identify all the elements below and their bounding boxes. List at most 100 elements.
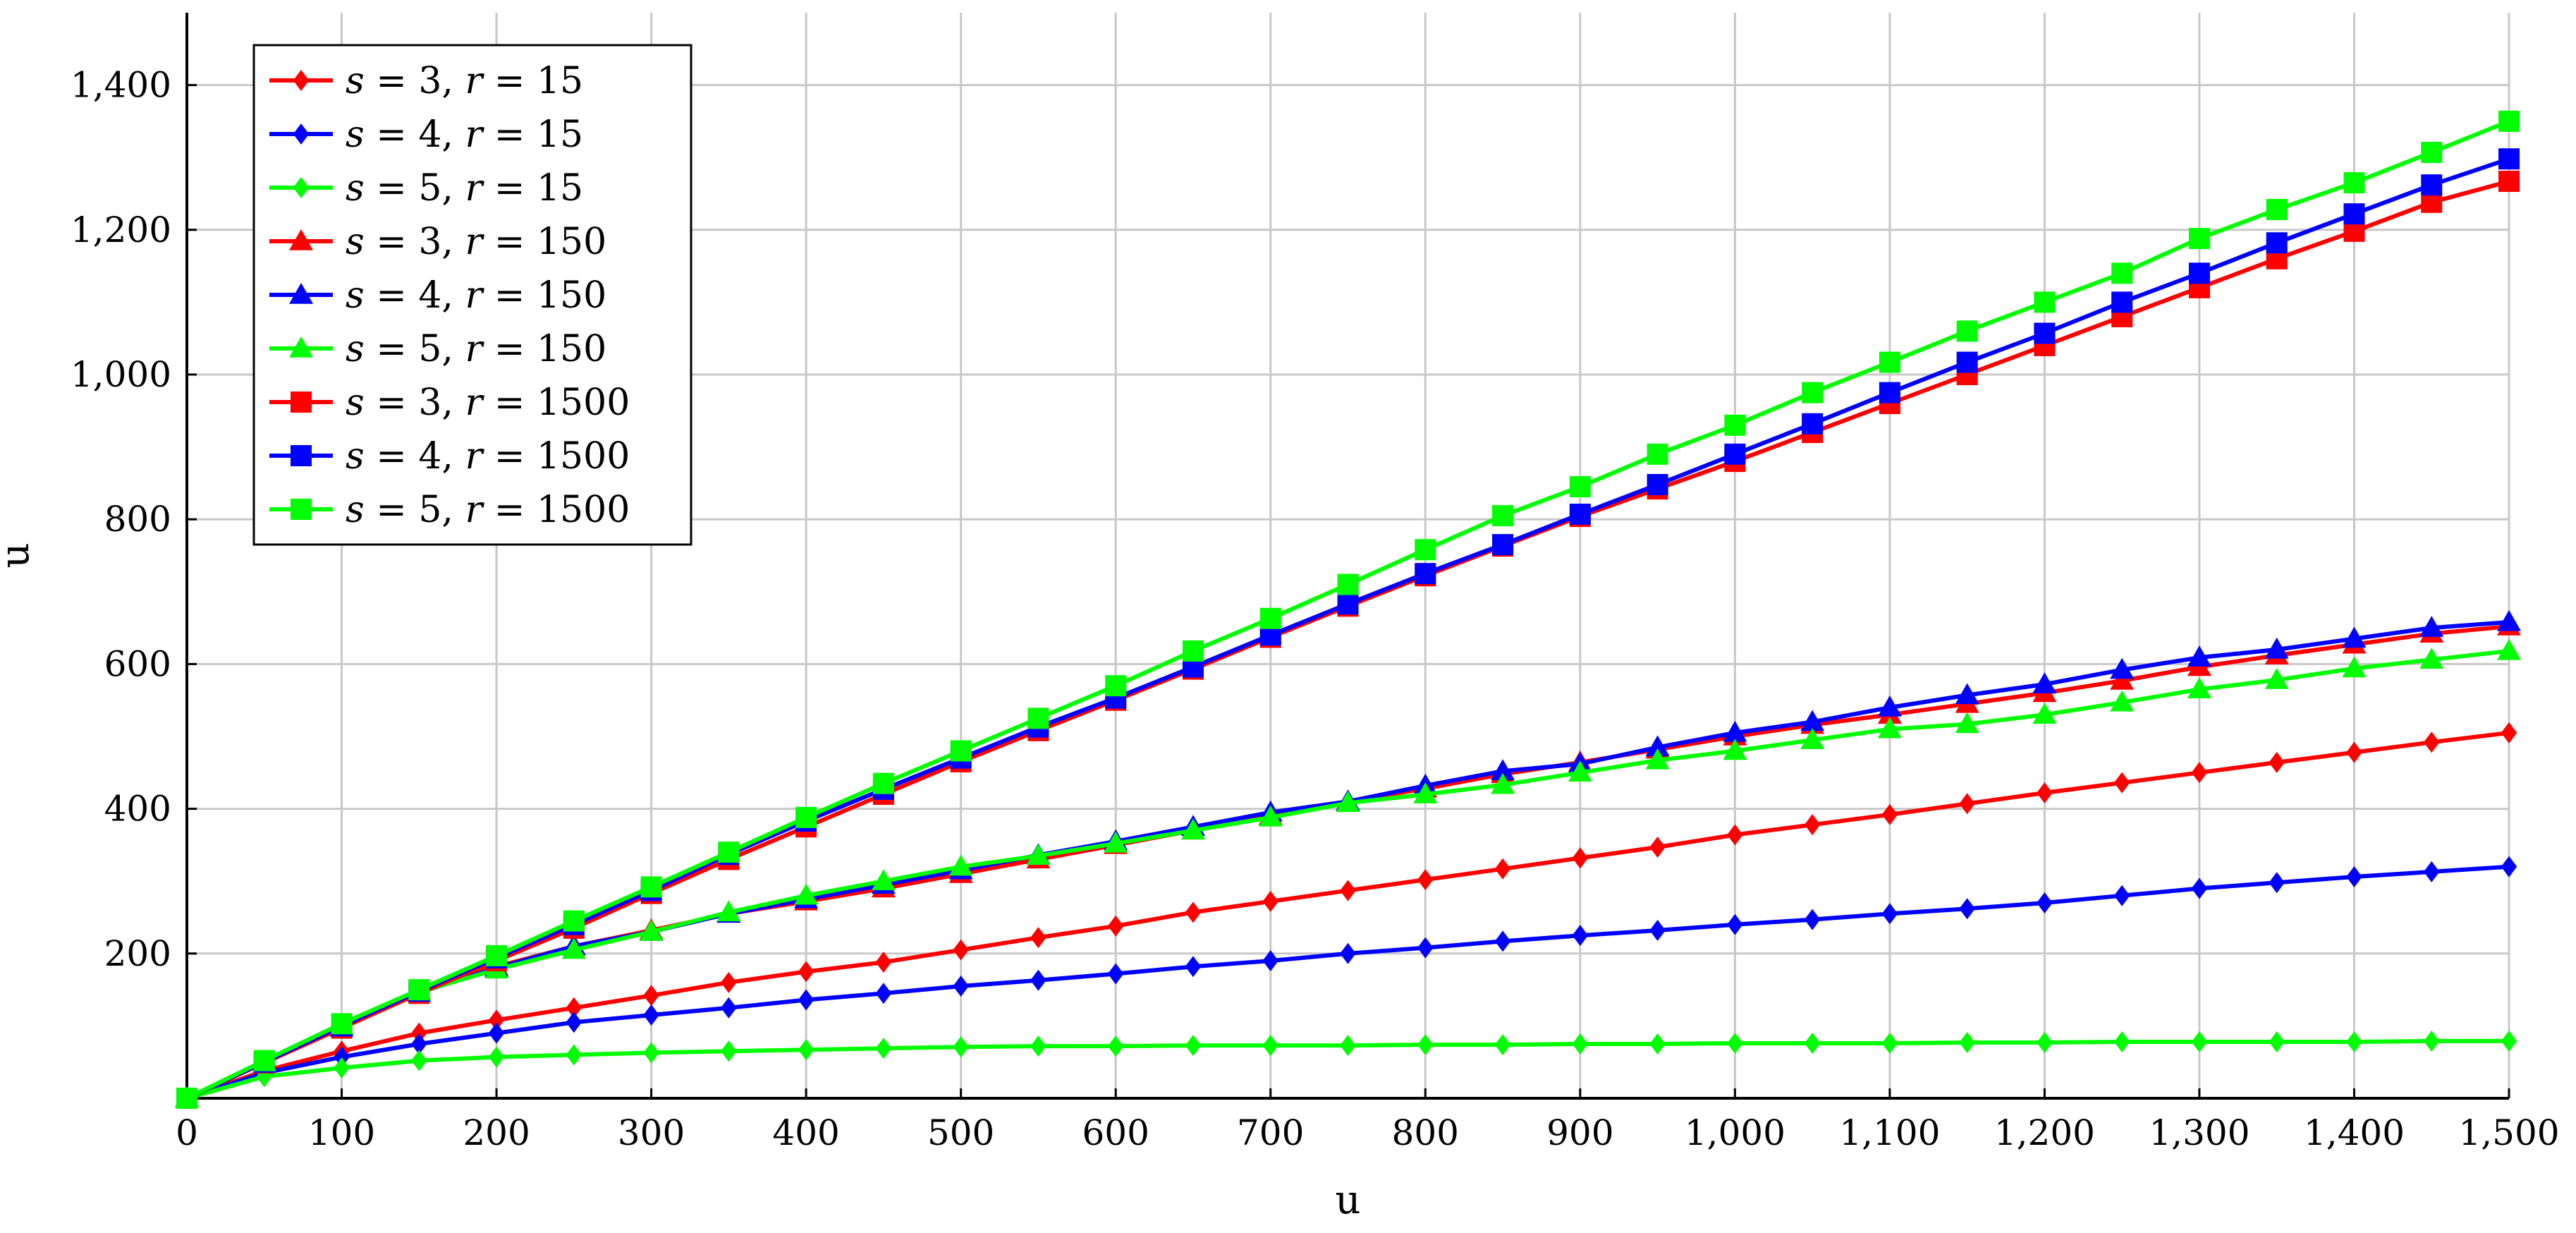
data-point [2266, 199, 2288, 221]
data-point [643, 1042, 659, 1064]
x-tick-label: 1,300 [2149, 1112, 2250, 1153]
data-point [2501, 856, 2517, 877]
legend-item: s = 3, r = 150 [269, 221, 606, 263]
data-point [953, 975, 969, 997]
data-point [2342, 656, 2367, 678]
data-point [1494, 930, 1511, 952]
legend-item: s = 4, r = 15 [269, 114, 583, 156]
legend-label: s = 3, r = 150 [346, 221, 606, 263]
legend-swatch-marker [289, 229, 313, 250]
data-point [1107, 963, 1124, 985]
data-point [2191, 762, 2208, 784]
x-tick-label: 500 [927, 1112, 994, 1153]
x-axis-title: u [1335, 1177, 1360, 1223]
data-point [1804, 814, 1821, 836]
legend-label: s = 5, r = 1500 [346, 489, 630, 531]
data-point [2419, 648, 2444, 669]
data-point [795, 806, 817, 828]
data-point [1879, 382, 1900, 403]
data-point [1185, 901, 1202, 923]
data-point [563, 910, 585, 932]
data-point [1337, 573, 1359, 595]
data-point [1185, 1035, 1202, 1057]
y-axis-title: u [0, 542, 38, 568]
data-point [2423, 1030, 2440, 1052]
data-point [643, 1004, 659, 1026]
legend-swatch-marker [293, 70, 310, 91]
legend-item: s = 4, r = 150 [269, 274, 606, 317]
data-point [2498, 110, 2520, 132]
data-point [798, 989, 814, 1011]
data-point [334, 1046, 350, 1068]
data-point [1107, 1035, 1124, 1057]
data-point [721, 971, 737, 993]
data-point [1727, 1033, 1743, 1055]
data-point [2423, 861, 2440, 882]
legend-item: s = 3, r = 1500 [269, 382, 630, 424]
data-point [561, 937, 586, 959]
legend-label: s = 3, r = 1500 [346, 382, 630, 424]
legend-swatch-marker [289, 336, 313, 358]
data-point [1182, 640, 1204, 662]
data-point [2111, 262, 2133, 284]
data-point [1262, 890, 1278, 912]
data-point [566, 1012, 582, 1033]
data-point [2419, 616, 2444, 637]
data-point [718, 842, 740, 863]
data-point [1959, 898, 1975, 920]
data-point [1417, 1034, 1434, 1056]
data-point [1800, 728, 1825, 749]
data-point [331, 1013, 353, 1035]
x-tick-label: 700 [1237, 1112, 1304, 1153]
data-point [643, 985, 659, 1007]
data-point [486, 945, 508, 966]
series-line [185, 648, 2510, 1100]
data-point [1959, 793, 1975, 815]
data-point [1723, 720, 1747, 742]
series-line [186, 864, 2510, 1100]
data-point [488, 1022, 505, 1044]
data-point [1649, 1033, 1666, 1055]
data-point [1881, 803, 1898, 825]
legend-item: s = 4, r = 1500 [269, 435, 630, 478]
data-point [1881, 1033, 1898, 1055]
data-point [2034, 322, 2056, 344]
data-point [2110, 657, 2135, 679]
data-point [1185, 956, 1202, 978]
data-point [2346, 1031, 2362, 1052]
x-tick-label: 1,500 [2458, 1112, 2559, 1153]
data-point [1492, 534, 1514, 556]
data-point [1491, 759, 1515, 780]
data-point [411, 1033, 427, 1055]
data-point [1569, 476, 1591, 498]
x-tick-label: 800 [1392, 1112, 1459, 1153]
data-point [950, 740, 972, 762]
data-point [2421, 142, 2443, 164]
data-point [2191, 877, 2208, 899]
data-point [1336, 791, 1360, 813]
data-point [1955, 683, 1979, 705]
data-point [488, 1046, 505, 1068]
y-tick-label: 200 [104, 933, 171, 974]
data-point [1026, 844, 1051, 865]
data-point [1262, 950, 1278, 972]
data-point [1340, 1035, 1356, 1057]
data-point [566, 997, 582, 1019]
data-point [1727, 824, 1743, 846]
data-point [1415, 539, 1436, 561]
data-point [2032, 672, 2057, 693]
data-point [2497, 638, 2521, 660]
data-point [2187, 645, 2211, 667]
x-tick-label: 1,000 [1685, 1112, 1786, 1153]
data-point [411, 1050, 427, 1071]
data-point [1802, 413, 1824, 435]
data-point [1180, 818, 1205, 840]
data-point [411, 1022, 427, 1044]
legend-label: s = 4, r = 15 [346, 114, 583, 156]
series-3 [178, 1030, 2517, 1109]
x-tick-label: 900 [1546, 1112, 1613, 1153]
data-point [1494, 1034, 1511, 1056]
x-tick-label: 600 [1082, 1112, 1149, 1153]
x-tick-label: 1,400 [2304, 1112, 2405, 1153]
